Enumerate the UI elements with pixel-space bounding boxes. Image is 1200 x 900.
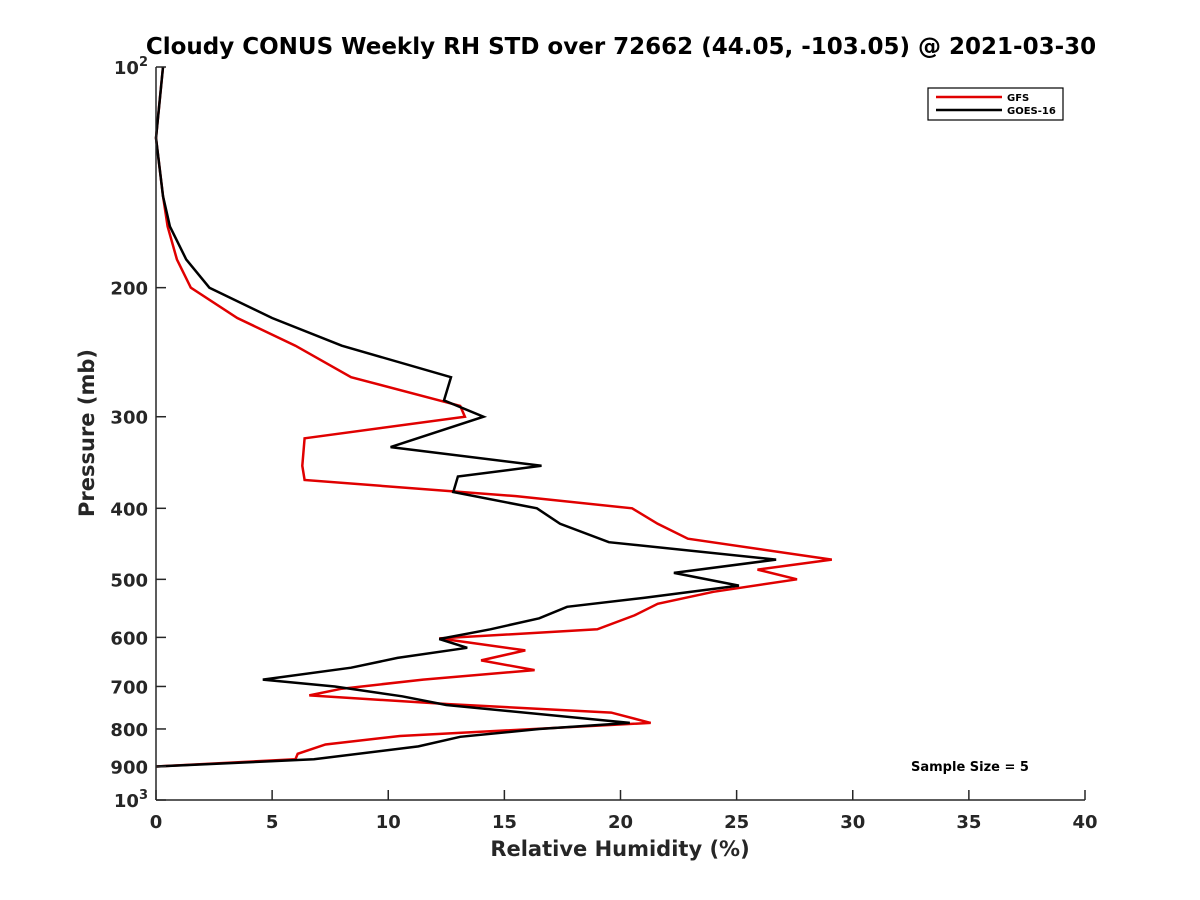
y-tick-label: 800 [110, 720, 148, 741]
x-tick-label: 35 [956, 812, 981, 833]
y-tick-label: 900 [110, 757, 148, 778]
legend: GFS GOES-16 [927, 87, 1064, 121]
chart-title: Cloudy CONUS Weekly RH STD over 72662 (4… [146, 34, 1096, 60]
x-axis-label: Relative Humidity (%) [490, 837, 749, 861]
x-tick-label: 15 [492, 812, 517, 833]
y-tick-label: 600 [110, 628, 148, 649]
y-tick-label: 400 [110, 499, 148, 520]
y-tick-label: 500 [110, 570, 148, 591]
series-layer [154, 66, 832, 768]
y-tick-label: 103 [114, 788, 148, 812]
sample-size-annotation: Sample Size = 5 [911, 760, 1029, 775]
x-tick-label: 5 [266, 812, 279, 833]
y-axis-label: Pressure (mb) [75, 349, 99, 517]
x-tick-label: 30 [840, 812, 865, 833]
x-tick-label: 0 [150, 812, 163, 833]
y-tick-label: 102 [114, 55, 148, 79]
y-axis-ticks: 102 200 300 400 500 600 700 800 900 103 [110, 55, 166, 812]
x-tick-label: 25 [724, 812, 749, 833]
x-tick-label: 10 [376, 812, 401, 833]
legend-box [927, 87, 1064, 121]
axes [155, 67, 1085, 801]
y-tick-label: 200 [110, 279, 148, 300]
series-line-gfs [154, 66, 832, 768]
series-line-goes16 [154, 66, 777, 768]
y-tick-label: 300 [110, 408, 148, 429]
x-tick-label: 40 [1072, 812, 1097, 833]
y-tick-label: 700 [110, 677, 148, 698]
x-axis-ticks: 0 5 10 15 20 25 30 35 40 [150, 790, 1098, 833]
legend-label-goes16: GOES-16 [1007, 106, 1056, 117]
legend-label-gfs: GFS [1007, 93, 1029, 104]
x-tick-label: 20 [608, 812, 633, 833]
